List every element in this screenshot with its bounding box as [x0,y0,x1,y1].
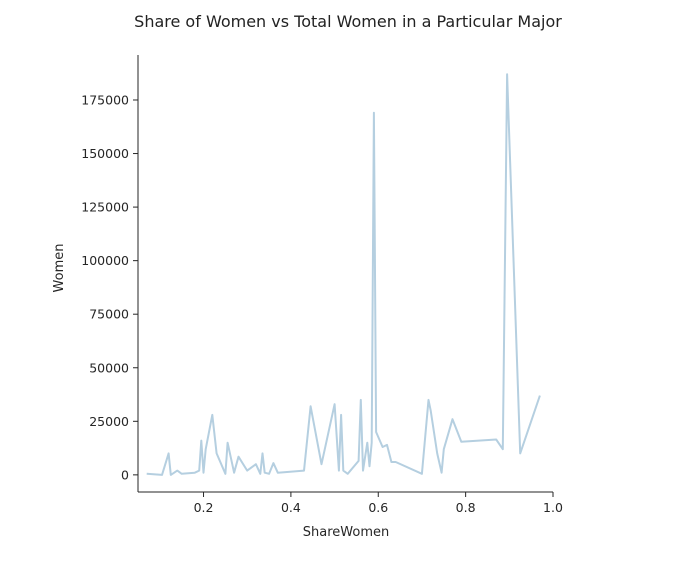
y-tick-label: 100000 [81,253,129,268]
x-tick-label: 0.4 [281,500,301,515]
y-tick-label: 150000 [81,146,129,161]
x-tick-label: 1.0 [543,500,563,515]
chart-title: Share of Women vs Total Women in a Parti… [134,12,562,31]
x-tick-label: 0.6 [368,500,388,515]
x-tick-label: 0.2 [194,500,214,515]
series-group [146,73,541,476]
y-tick-label: 25000 [89,414,129,429]
y-axis-label: Women [52,244,67,293]
x-tick-label: 0.8 [456,500,476,515]
y-tick-label: 175000 [81,92,129,107]
y-tick-label: 50000 [89,360,129,375]
series-line [146,73,541,476]
x-axis-ticks: 0.2 0.4 0.6 0.8 1.0 [194,492,563,515]
y-tick-label: 125000 [81,200,129,215]
y-tick-label: 75000 [89,307,129,322]
y-tick-label: 0 [121,467,129,482]
x-axis-label: ShareWomen [303,525,389,540]
y-axis-ticks: 0 25000 50000 75000 100000 125000 150000 175000 [81,92,138,482]
